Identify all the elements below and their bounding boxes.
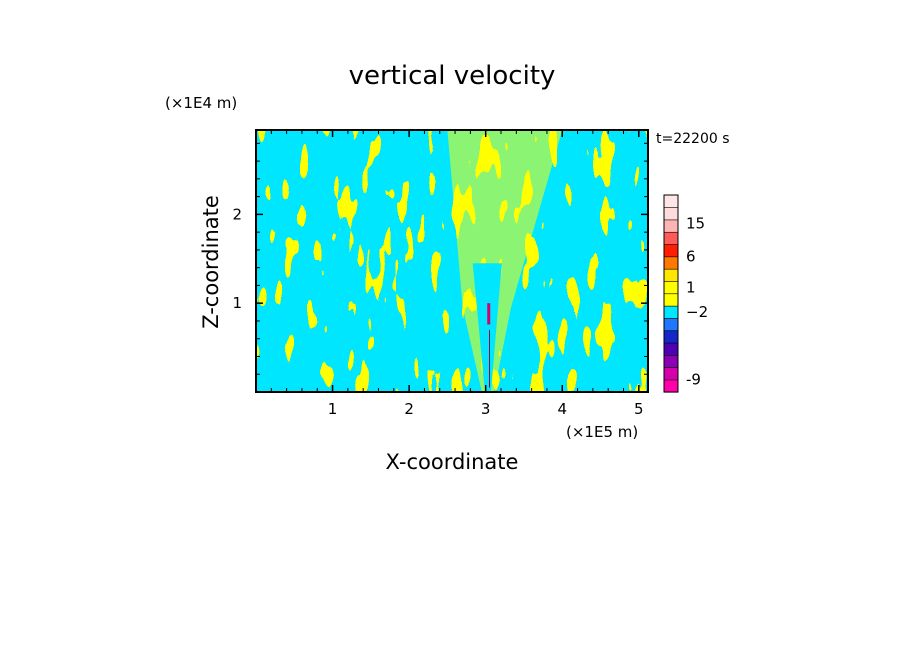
y-axis-unit: (×1E4 m)	[165, 94, 237, 112]
x-tick-label: 1	[328, 400, 338, 418]
x-axis-unit: (×1E5 m)	[566, 423, 638, 441]
chart-title: vertical velocity	[349, 61, 556, 91]
x-tick-label: 5	[634, 400, 644, 418]
colorbar-level	[663, 354, 679, 368]
colorbar-level	[663, 256, 679, 270]
central-plume	[447, 130, 563, 392]
colorbar-level	[663, 280, 679, 295]
y-tick-label: 2	[232, 205, 242, 223]
colorbar-level	[663, 342, 679, 356]
colorbar: -9 −2 1 6 15	[663, 194, 708, 393]
colorbar-level	[663, 268, 679, 282]
x-tick-label: 2	[404, 400, 414, 418]
plume-cyan-core	[472, 263, 502, 392]
velocity-field	[256, 130, 648, 392]
x-axis-label: X-coordinate	[386, 450, 519, 474]
colorbar-level	[663, 367, 679, 381]
colorbar-label: -9	[686, 371, 701, 389]
colorbar-level	[663, 293, 679, 307]
x-axis: 1 2 3 4 5	[270, 130, 644, 418]
y-tick-label: 1	[232, 294, 242, 312]
colorbar-level	[663, 231, 679, 245]
plume-yellow-wedge	[447, 130, 563, 392]
colorbar-label: 1	[686, 278, 696, 296]
colorbar-level	[663, 243, 679, 258]
colorbar-level	[663, 194, 679, 208]
y-axis-label: Z-coordinate	[199, 195, 223, 329]
x-tick-label: 3	[481, 400, 491, 418]
colorbar-level	[663, 330, 679, 344]
x-tick-label: 4	[557, 400, 567, 418]
colorbar-label: 6	[686, 248, 696, 266]
colorbar-level	[663, 305, 679, 319]
colorbar-level	[663, 379, 679, 393]
colorbar-level	[663, 219, 679, 233]
colorbar-level	[663, 317, 679, 332]
colorbar-level	[663, 207, 679, 221]
plot-frame	[255, 129, 649, 393]
colorbar-label: 15	[686, 214, 705, 232]
y-axis: 12	[232, 142, 648, 375]
time-label: t=22200 s	[656, 131, 730, 147]
colorbar-frame	[663, 194, 679, 393]
colorbar-label: −2	[686, 303, 708, 321]
